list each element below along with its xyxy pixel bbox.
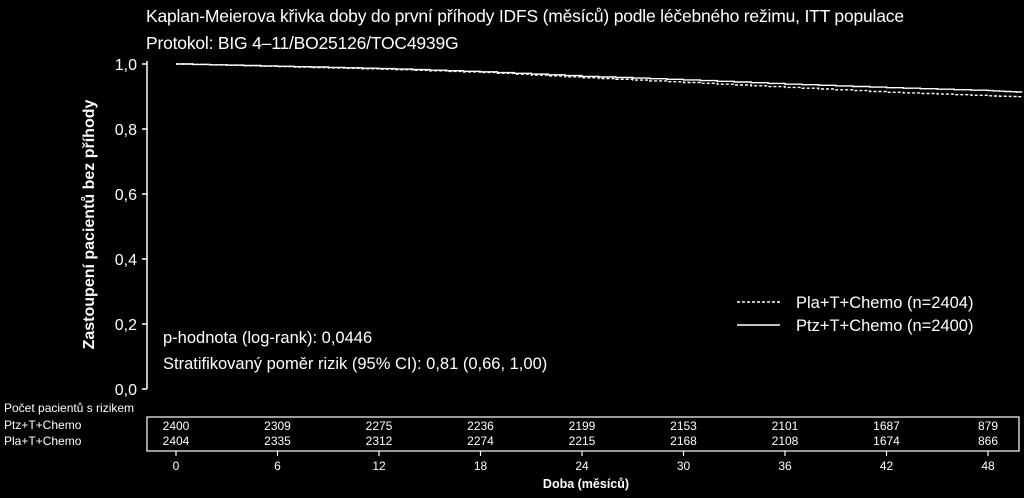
risk-cell: 2274 [467,434,494,448]
legend-label: Ptz+T+Chemo (n=2400) [796,317,973,335]
x-tick-label: 24 [575,459,589,473]
risk-cell: 2168 [670,434,697,448]
risk-cell: 2101 [772,419,799,433]
y-tick-label: 1,0 [115,57,137,74]
risk-row-label: Ptz+T+Chemo [4,418,82,432]
hazard-ratio-annotation: Stratifikovaný poměr rizik (95% CI): 0,8… [163,355,548,373]
risk-cell: 1674 [873,434,900,448]
risk-table: 0 6 12 18 24 30 36 42 48 Doba (měsíců) 2400 2309 227… [146,416,1020,491]
x-tick-label: 6 [274,459,281,473]
chart-subtitle: Protokol: BIG 4–11/BO25126/TOC4939G [146,33,459,53]
series-line-ptz [176,63,1023,93]
y-tick-label: 0,2 [115,317,137,334]
risk-cell: 2199 [569,419,596,433]
risk-cell: 2108 [772,434,799,448]
risk-cell: 2275 [366,419,393,433]
x-tick-label: 30 [677,459,691,473]
y-tick-label: 0,6 [115,187,137,204]
legend: Pla+T+Chemo (n=2404) Ptz+T+Chemo (n=2400) [737,294,973,335]
chart-title: Kaplan-Meierova křivka doby do první pří… [146,6,904,26]
risk-cell: 2236 [467,419,494,433]
y-tick-label: 0,4 [115,252,137,269]
risk-cell: 2153 [670,419,697,433]
legend-label: Pla+T+Chemo (n=2404) [796,294,973,312]
y-tick-label: 0,8 [115,122,137,139]
x-tick-label: 0 [173,459,180,473]
x-axis-label: Doba (měsíců) [543,477,629,491]
risk-cell: 2404 [163,434,190,448]
risk-cell: 2312 [366,434,393,448]
risk-cell: 866 [978,434,998,448]
risk-cell: 2309 [264,419,291,433]
risk-table-header: Počet pacientů s rizikem [4,401,135,415]
axes: 0,0 0,2 0,4 0,6 0,8 1,0 Zastoupení pacientů be… [81,57,148,399]
series-layer [176,63,1023,98]
risk-cell: 879 [978,419,998,433]
y-tick-label: 0,0 [115,382,137,399]
y-axis-label: Zastoupení pacientů bez příhody [81,100,98,350]
risk-cell: 2215 [569,434,596,448]
risk-row-label: Pla+T+Chemo [4,434,82,448]
x-tick-label: 12 [372,459,386,473]
risk-cell: 2400 [163,419,190,433]
pvalue-annotation: p-hodnota (log-rank): 0,0446 [163,329,373,347]
x-tick-label: 36 [778,459,792,473]
risk-table-frame [146,416,1020,452]
risk-cell: 1687 [873,419,900,433]
series-line-pla [176,63,1023,98]
x-tick-label: 42 [880,459,894,473]
risk-cell: 2335 [264,434,291,448]
x-tick-label: 48 [981,459,995,473]
x-tick-label: 18 [474,459,488,473]
